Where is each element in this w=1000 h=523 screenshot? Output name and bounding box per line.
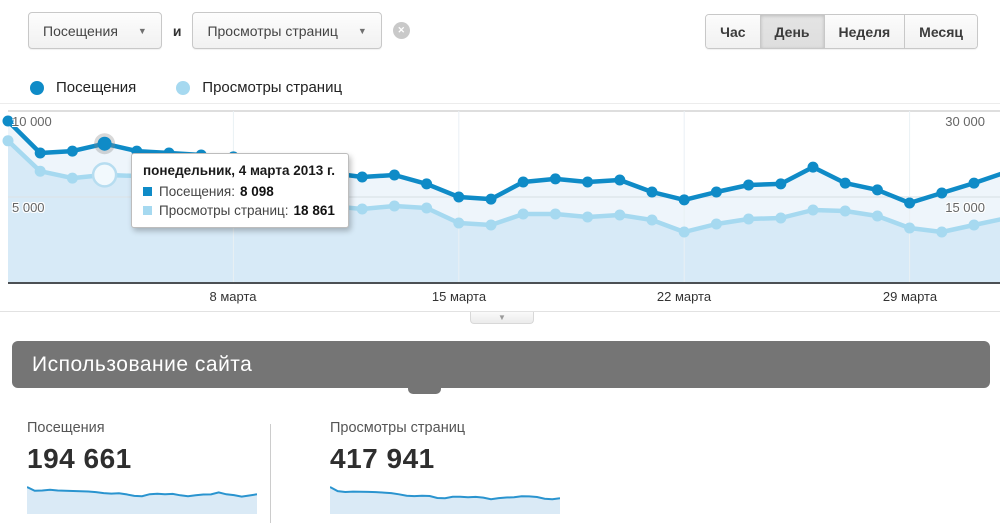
visits-swatch-icon — [143, 187, 152, 196]
tooltip-value: 8 098 — [240, 184, 274, 199]
collapse-chart-handle[interactable]: ▼ — [470, 312, 534, 324]
legend-label: Посещения — [56, 79, 137, 96]
chevron-down-icon: ▼ — [498, 312, 506, 322]
y-axis-tick-right: 15 000 — [945, 200, 985, 215]
pageviews-swatch-icon — [143, 206, 152, 215]
visits-sparkline — [26, 486, 258, 514]
y-axis-tick-left: 5 000 — [12, 200, 45, 215]
pageviews-sparkline — [329, 486, 561, 514]
x-axis-tick: 22 марта — [656, 289, 712, 304]
summary-visits: Посещения 194 661 — [26, 420, 259, 519]
tooltip-label: Посещения: — [159, 184, 235, 199]
section-header-notch — [408, 388, 441, 394]
pageviews-dot-icon — [176, 80, 191, 95]
legend-item-pageviews: Просмотры страниц — [176, 79, 342, 96]
metric-a-dropdown[interactable]: Посещения ▼ — [28, 12, 162, 49]
section-title: Использование сайта — [32, 352, 253, 376]
metrics-divider — [270, 424, 271, 523]
summary-pageviews-value: 417 941 — [330, 443, 435, 474]
x-axis-tick: 8 марта — [209, 289, 257, 304]
chart-tooltip: понедельник, 4 марта 2013 г. Посещения: … — [131, 153, 350, 228]
timeseries-chart[interactable]: 5 000 10 000 15 000 30 000 8 марта 15 марта 22… — [0, 0, 1000, 335]
summary-pageviews: Просмотры страниц 417 941 — [329, 420, 562, 519]
x-axis-tick: 29 марта — [882, 289, 938, 304]
tooltip-row-pageviews: Просмотры страниц: 18 861 — [143, 203, 335, 218]
x-axis-tick: 15 марта — [431, 289, 487, 304]
legend-divider — [0, 103, 1000, 104]
legend-item-visits: Посещения — [30, 79, 136, 96]
chevron-down-icon: ▼ — [137, 25, 147, 36]
summary-visits-label: Посещения — [27, 420, 105, 436]
metric-b-dropdown[interactable]: Просмотры страниц ▼ — [192, 12, 382, 49]
chart-legend: Посещения Просмотры страниц — [30, 79, 342, 96]
tooltip-value: 18 861 — [293, 203, 335, 218]
granularity-hour[interactable]: Час — [706, 15, 760, 48]
granularity-day[interactable]: День — [759, 15, 824, 48]
granularity-month[interactable]: Месяц — [904, 15, 977, 48]
chart-bottom-divider — [0, 311, 1000, 312]
y-axis-tick-left: 10 000 — [12, 114, 52, 129]
y-axis-tick-right: 30 000 — [945, 114, 985, 129]
section-header-site-usage: Использование сайта — [12, 341, 990, 388]
tooltip-row-visits: Посещения: 8 098 — [143, 184, 335, 199]
metric-selectors: Посещения ▼ и Просмотры страниц ▼ ✕ — [28, 12, 410, 49]
x-axis-line — [8, 282, 1000, 284]
metric-a-label: Посещения — [43, 22, 118, 39]
legend-label: Просмотры страниц — [202, 79, 343, 96]
granularity-switcher: Час День Неделя Месяц — [705, 14, 978, 49]
summary-pageviews-label: Просмотры страниц — [330, 420, 466, 436]
tooltip-date: понедельник, 4 марта 2013 г. — [143, 163, 336, 178]
visits-dot-icon — [30, 80, 44, 95]
remove-metric-icon[interactable]: ✕ — [392, 22, 410, 39]
tooltip-label: Просмотры страниц: — [159, 203, 289, 218]
chevron-down-icon: ▼ — [357, 25, 367, 36]
metrics-conjunction: и — [172, 22, 182, 39]
granularity-week[interactable]: Неделя — [823, 15, 905, 48]
summary-visits-value: 194 661 — [27, 443, 132, 474]
metric-b-label: Просмотры страниц — [207, 22, 338, 39]
